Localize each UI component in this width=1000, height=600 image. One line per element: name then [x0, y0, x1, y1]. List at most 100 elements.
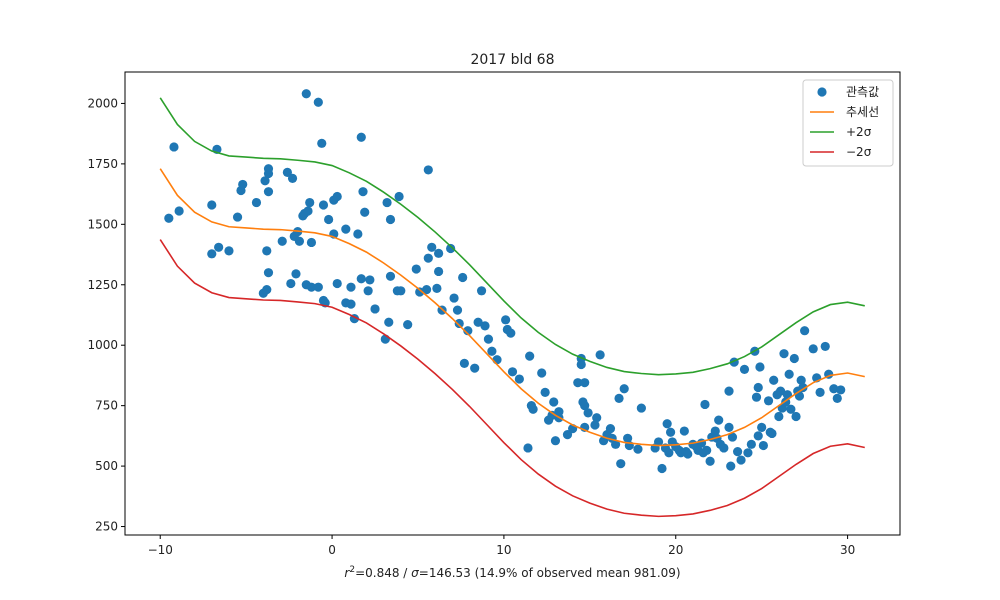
data-point-162 [719, 443, 729, 453]
data-point-186 [775, 386, 786, 396]
data-point-202 [815, 387, 825, 397]
x-tick-label: −10 [148, 543, 173, 557]
data-point-130 [619, 384, 629, 394]
data-point-83 [458, 272, 468, 283]
data-point-158 [710, 426, 720, 436]
data-point-22 [286, 278, 296, 289]
data-point-88 [476, 286, 487, 296]
data-point-114 [576, 359, 586, 370]
data-point-193 [789, 353, 799, 364]
x-axis-label-sup: 2 [349, 565, 355, 575]
y-tick-label: 1750 [87, 157, 118, 171]
data-point-8 [232, 212, 243, 222]
data-point-76 [434, 266, 444, 277]
data-point-172 [746, 439, 756, 449]
data-point-183 [769, 375, 779, 385]
data-point-49 [346, 299, 356, 309]
data-point-91 [487, 346, 497, 356]
data-point-11 [251, 197, 262, 208]
data-point-205 [829, 384, 839, 394]
data-point-122 [595, 350, 605, 360]
data-point-170 [739, 364, 750, 374]
data-point-176 [753, 382, 763, 393]
data-point-177 [755, 362, 765, 372]
data-point-7 [224, 246, 234, 256]
x-axis: −10 0 10 20 30 [148, 535, 855, 557]
data-point-85 [463, 326, 473, 336]
y-tick-label: 750 [95, 399, 118, 413]
x-tick-label: 0 [328, 543, 336, 557]
data-point-45 [332, 278, 342, 289]
data-point-3 [207, 200, 217, 210]
data-point-21 [282, 167, 292, 177]
data-point-197 [796, 375, 806, 385]
data-point-131 [623, 433, 633, 443]
data-point-148 [683, 449, 693, 459]
data-point-86 [470, 363, 480, 373]
data-point-207 [836, 385, 846, 395]
data-point-103 [540, 387, 550, 397]
data-point-35 [306, 237, 317, 248]
data-point-73 [423, 253, 433, 263]
data-point-99 [525, 351, 535, 361]
data-point-185 [774, 411, 784, 422]
data-point-97 [514, 374, 524, 384]
data-point-119 [583, 408, 593, 418]
data-point-89 [480, 321, 490, 331]
data-point-75 [432, 283, 442, 293]
data-point-107 [550, 436, 561, 446]
data-point-129 [616, 459, 626, 469]
data-point-163 [724, 386, 734, 396]
series-line-trend [159, 168, 865, 447]
x-axis-label-r: r [344, 566, 350, 580]
y-tick-label: 500 [95, 459, 118, 473]
series-line-minus2sigma [159, 239, 865, 518]
data-point-128 [614, 393, 624, 403]
data-point-16 [263, 187, 274, 197]
data-point-134 [636, 403, 646, 413]
data-point-199 [800, 326, 810, 336]
x-tick-label: 30 [840, 543, 855, 557]
data-point-59 [370, 304, 380, 314]
data-point-175 [753, 431, 763, 441]
data-point-90 [483, 334, 494, 344]
legend-label-minus2sigma: −2σ [846, 145, 872, 159]
x-axis-label-sigma: σ [411, 566, 419, 580]
data-point-203 [820, 341, 830, 352]
data-point-206 [832, 393, 842, 403]
x-axis-label: r2=0.848 / σ=146.53 (14.9% of observed m… [344, 565, 680, 580]
data-point-54 [356, 132, 366, 142]
data-point-30 [301, 89, 311, 99]
data-point-20 [277, 236, 287, 246]
data-point-1 [169, 142, 179, 152]
data-point-182 [767, 428, 777, 439]
data-point-156 [705, 456, 715, 466]
data-point-33 [305, 197, 315, 208]
data-point-81 [452, 305, 463, 315]
data-point-71 [421, 285, 432, 295]
data-point-192 [786, 404, 796, 414]
data-point-179 [758, 440, 768, 451]
data-point-37 [313, 282, 323, 292]
data-point-69 [411, 264, 421, 274]
data-point-188 [779, 349, 789, 359]
data-point-171 [743, 448, 753, 458]
data-point-58 [365, 275, 375, 285]
data-point-200 [808, 344, 818, 354]
data-point-120 [590, 420, 600, 430]
data-point-112 [573, 378, 583, 388]
data-point-61 [382, 197, 392, 208]
data-point-102 [537, 368, 547, 378]
data-point-98 [523, 443, 533, 453]
data-point-19 [263, 268, 274, 278]
y-tick-label: 250 [95, 520, 118, 534]
y-tick-label: 2000 [87, 96, 118, 110]
data-point-194 [791, 411, 801, 422]
legend-label-plus2sigma: +2σ [846, 125, 872, 139]
data-point-106 [549, 397, 559, 407]
data-point-2 [174, 206, 184, 216]
data-point-136 [653, 437, 664, 447]
data-point-178 [757, 422, 767, 433]
data-point-62 [384, 317, 394, 327]
